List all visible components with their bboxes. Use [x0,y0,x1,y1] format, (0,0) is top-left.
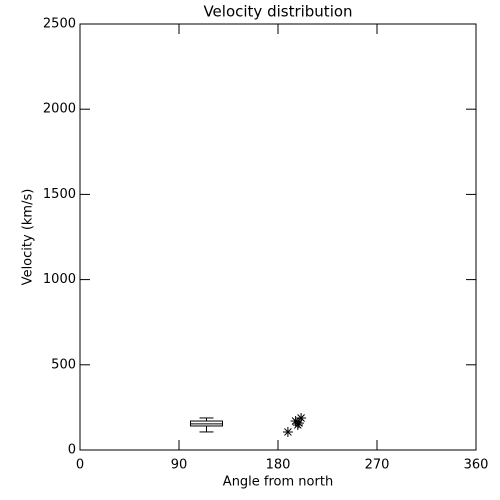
asterisk [296,412,307,423]
x-tick-label: 360 [464,458,489,473]
y-tick-label: 1000 [43,272,76,287]
chart-title: Velocity distribution [203,3,352,21]
y-tick-label: 1500 [43,187,76,202]
x-tick-label: 270 [365,458,390,473]
asterisk [282,426,293,437]
x-tick-label: 0 [76,458,84,473]
asterisk [292,419,303,430]
y-tick-label: 0 [68,443,76,458]
plot-frame [79,23,477,451]
asterisk [290,416,301,427]
x-tick-label: 90 [171,458,188,473]
x-axis-label: Angle from north [223,475,333,490]
y-tick-label: 2500 [43,17,76,32]
y-tick-label: 500 [51,357,76,372]
asterisk [293,418,304,429]
y-axis-label: Velocity (km/s) [21,189,36,286]
x-tick-label: 180 [266,458,291,473]
y-tick-label: 2000 [43,102,76,117]
